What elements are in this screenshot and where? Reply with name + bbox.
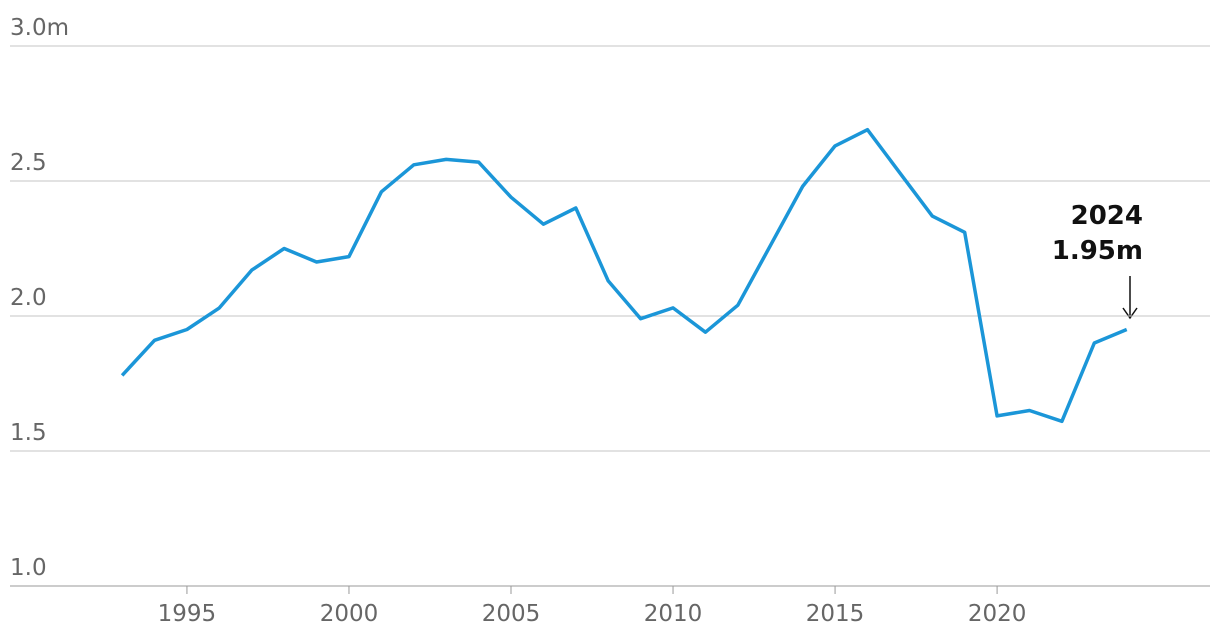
x-tick-label: 2010: [644, 601, 703, 627]
line: [120, 127, 1128, 424]
x-tick-label: 2020: [968, 601, 1027, 627]
x-tick-label: 2005: [482, 601, 541, 627]
x-tick-label: 2015: [806, 601, 865, 627]
y-tick-label: 2.5: [10, 150, 47, 176]
y-tick-label: 1.0: [10, 555, 47, 581]
annotation-value: 1.95m: [1052, 236, 1143, 266]
x-tick-label: 2000: [320, 601, 379, 627]
y-tick-label: 1.5: [10, 420, 47, 446]
y-tick-label: 2.0: [10, 285, 47, 311]
y-tick-label: 3.0m: [10, 15, 69, 41]
annotation-year: 2024: [1071, 201, 1143, 231]
x-tick-label: 1995: [158, 601, 217, 627]
annotation-arrowhead: [1122, 307, 1138, 320]
